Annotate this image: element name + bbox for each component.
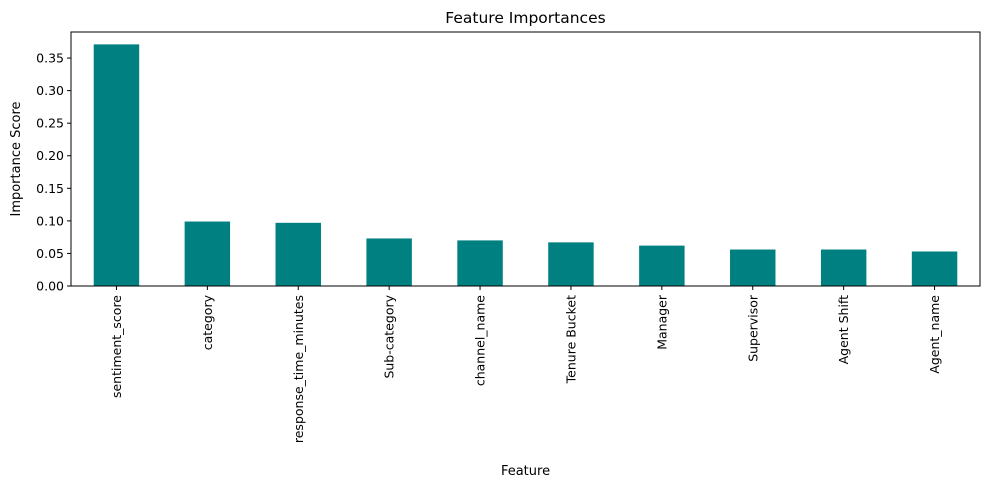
bars-group bbox=[93, 44, 958, 286]
bar-channel_name bbox=[457, 240, 503, 286]
bar-Tenure Bucket bbox=[548, 242, 594, 286]
bar-category bbox=[184, 221, 231, 286]
x-tick-label: Agent Shift bbox=[836, 295, 851, 364]
y-tick-label: 0.35 bbox=[36, 51, 64, 66]
bar-Agent Shift bbox=[820, 249, 867, 286]
plot-frame bbox=[70, 31, 981, 287]
x-tick-label: Sub-category bbox=[382, 294, 397, 378]
x-tick-label: response_time_minutes bbox=[291, 295, 306, 443]
x-tick-label: Agent_name bbox=[927, 295, 942, 374]
y-axis-ticks: 0.00 0.05 0.10 0.15 0.20 0.25 0.30 0.35 bbox=[36, 51, 71, 294]
y-tick-label: 0.10 bbox=[36, 213, 64, 228]
bar-Manager bbox=[639, 245, 685, 286]
y-axis-label: Importance Score bbox=[9, 101, 24, 216]
bar-response_time_minutes bbox=[275, 222, 321, 286]
y-tick-label: 0.25 bbox=[36, 116, 64, 131]
bar-Sub-category bbox=[366, 238, 412, 286]
chart-title: Feature Importances bbox=[445, 9, 605, 27]
x-tick-label: category bbox=[200, 294, 215, 350]
x-axis-label: Feature bbox=[501, 464, 550, 479]
x-tick-label: sentiment_score bbox=[109, 295, 124, 398]
y-tick-label: 0.05 bbox=[36, 246, 64, 261]
x-tick-label: Tenure Bucket bbox=[563, 295, 578, 384]
bar-Supervisor bbox=[730, 249, 776, 286]
x-tick-label: Supervisor bbox=[745, 294, 760, 362]
x-axis-ticks: sentiment_score category response_time_min… bbox=[109, 286, 942, 443]
y-tick-label: 0.15 bbox=[36, 181, 64, 196]
y-tick-label: 0.20 bbox=[36, 148, 64, 163]
bar-sentiment_score bbox=[93, 44, 140, 286]
x-tick-label: Manager bbox=[654, 294, 669, 350]
bar-Agent_name bbox=[911, 251, 958, 286]
x-tick-label: channel_name bbox=[473, 295, 488, 386]
y-tick-label: 0.00 bbox=[36, 279, 64, 294]
y-tick-label: 0.30 bbox=[36, 83, 64, 98]
